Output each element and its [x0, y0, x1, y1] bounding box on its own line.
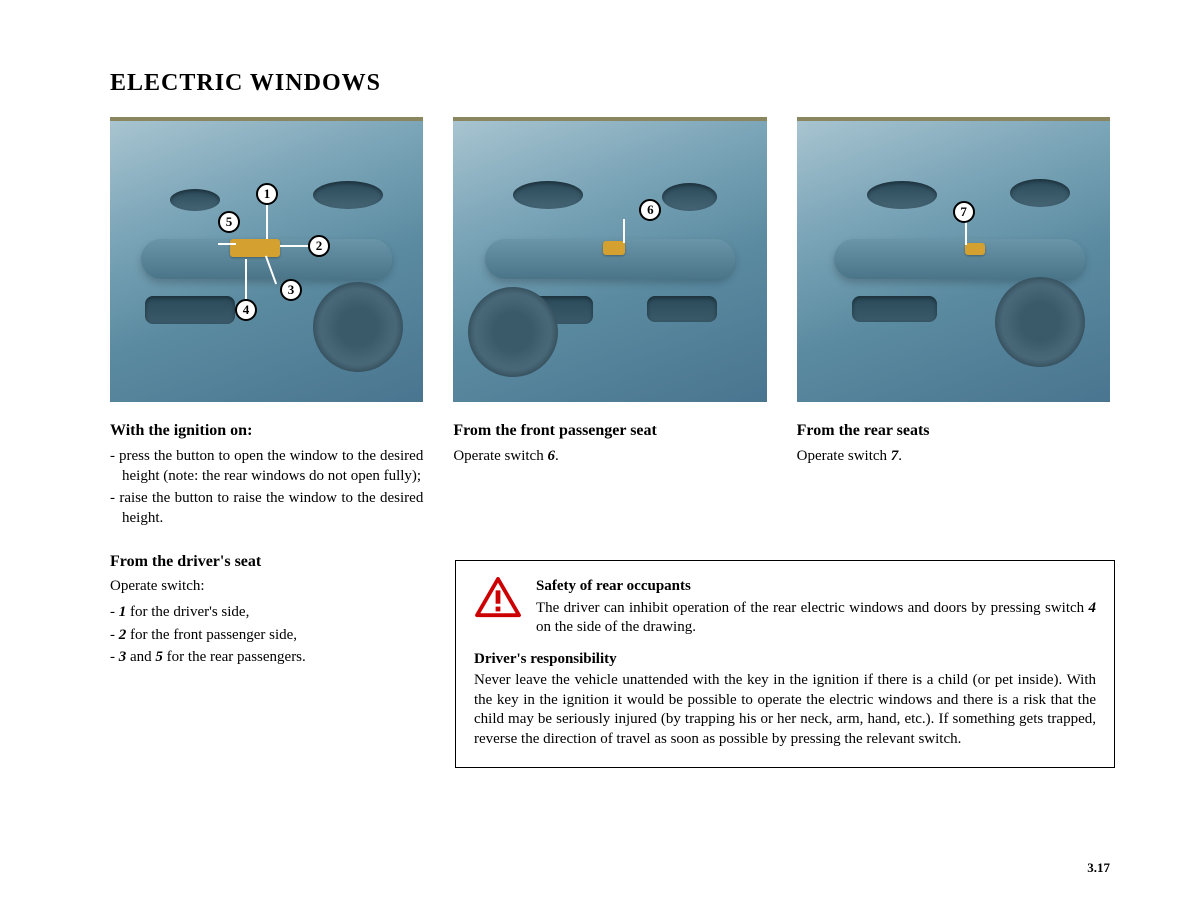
ignition-list: press the button to open the window to t… [110, 446, 423, 529]
page-number: 3.17 [1087, 860, 1110, 876]
rear-text: Operate switch 7. [797, 446, 1110, 466]
callout-5: 5 [218, 211, 240, 233]
list-item: 2 for the front passenger side, [110, 625, 423, 645]
heading-ignition-on: With the ignition on: [110, 420, 423, 442]
heading-rear-seats: From the rear seats [797, 420, 1110, 442]
warning-heading-2: Driver's responsibility [474, 650, 1096, 670]
driver-switch-list: 1 for the driver's side, 2 for the front… [110, 602, 423, 667]
callout-2: 2 [308, 235, 330, 257]
warning-triangle-icon [474, 577, 522, 619]
column-1: With the ignition on: press the button t… [110, 420, 423, 669]
figure-passenger-door: 6 [453, 117, 766, 402]
heading-front-passenger: From the front passenger seat [453, 420, 766, 442]
figure-rear-door: 7 [797, 117, 1110, 402]
page-title: ELECTRIC WINDOWS [110, 70, 1110, 97]
callout-1: 1 [256, 183, 278, 205]
callout-6: 6 [639, 199, 661, 221]
figure-driver-door: 1 2 3 4 5 [110, 117, 423, 402]
warning-box: Safety of rear occupants The driver can … [455, 560, 1115, 768]
heading-driver-seat: From the driver's seat [110, 551, 423, 573]
manual-page: ELECTRIC WINDOWS 1 2 3 4 [0, 0, 1200, 709]
callout-7: 7 [953, 201, 975, 223]
list-item: 3 and 5 for the rear passengers. [110, 647, 423, 667]
list-item: press the button to open the window to t… [110, 446, 423, 487]
list-item: raise the button to raise the window to … [110, 488, 423, 529]
passenger-text: Operate switch 6. [453, 446, 766, 466]
operate-switch-label: Operate switch: [110, 576, 423, 596]
callout-4: 4 [235, 299, 257, 321]
warning-heading-1: Safety of rear occupants [536, 577, 1096, 597]
images-row: 1 2 3 4 5 6 [110, 117, 1110, 402]
list-item: 1 for the driver's side, [110, 602, 423, 622]
warning-text-1: The driver can inhibit operation of the … [536, 599, 1096, 638]
warning-text-2: Never leave the vehicle unattended with … [474, 671, 1096, 749]
callout-3: 3 [280, 279, 302, 301]
